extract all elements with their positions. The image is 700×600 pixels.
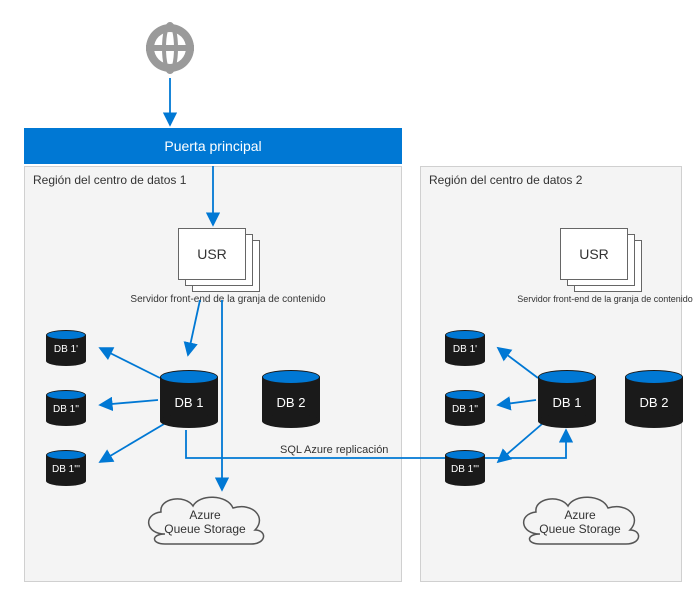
db-label: DB 1'' (46, 404, 86, 415)
region-1-label: Región del centro de datos 1 (33, 173, 186, 187)
db-cylinder: DB 1'' (445, 390, 485, 426)
usr-stack-icon: USR (560, 228, 640, 290)
db-cylinder: DB 1''' (445, 450, 485, 486)
db-cylinder: DB 1'' (46, 390, 86, 426)
usr-caption: Servidor front-end de la granja de conte… (495, 294, 700, 304)
region-2-label: Región del centro de datos 2 (429, 173, 582, 187)
cloud-line1: Azure (564, 508, 595, 522)
usr-caption: Servidor front-end de la granja de conte… (118, 294, 338, 305)
db-cylinder: DB 1' (445, 330, 485, 366)
db-label: DB 1 (160, 395, 218, 410)
db-cylinder: DB 1''' (46, 450, 86, 486)
usr-label-inside: USR (197, 246, 227, 262)
usr-label-inside: USR (579, 246, 609, 262)
db-label: DB 2 (262, 395, 320, 410)
front-door-label: Puerta principal (164, 138, 261, 154)
db-label: DB 1' (46, 344, 86, 355)
db-label: DB 1''' (46, 464, 86, 475)
cloud-queue-region1: Azure Queue Storage (135, 490, 275, 551)
db-label: DB 1' (445, 344, 485, 355)
db-label: DB 2 (625, 395, 683, 410)
cloud-line2: Queue Storage (539, 522, 620, 536)
db-cylinder: DB 2 (262, 370, 320, 428)
db-label: DB 1'' (445, 404, 485, 415)
usr-stack-icon: USR (178, 228, 258, 290)
cloud-line2: Queue Storage (164, 522, 245, 536)
usr-box-region2: USR Servidor front-end de la granja de c… (560, 228, 700, 304)
db-cylinder: DB 1' (46, 330, 86, 366)
sql-replication-label: SQL Azure replicación (280, 444, 388, 456)
db-label: DB 1 (538, 395, 596, 410)
db-label: DB 1''' (445, 464, 485, 475)
db-cylinder: DB 1 (538, 370, 596, 428)
globe-icon (144, 22, 196, 79)
db-cylinder: DB 1 (160, 370, 218, 428)
db-cylinder: DB 2 (625, 370, 683, 428)
front-door-bar: Puerta principal (24, 128, 402, 164)
cloud-line1: Azure (189, 508, 220, 522)
usr-box-region1: USR Servidor front-end de la granja de c… (178, 228, 338, 305)
cloud-queue-region2: Azure Queue Storage (510, 490, 650, 551)
